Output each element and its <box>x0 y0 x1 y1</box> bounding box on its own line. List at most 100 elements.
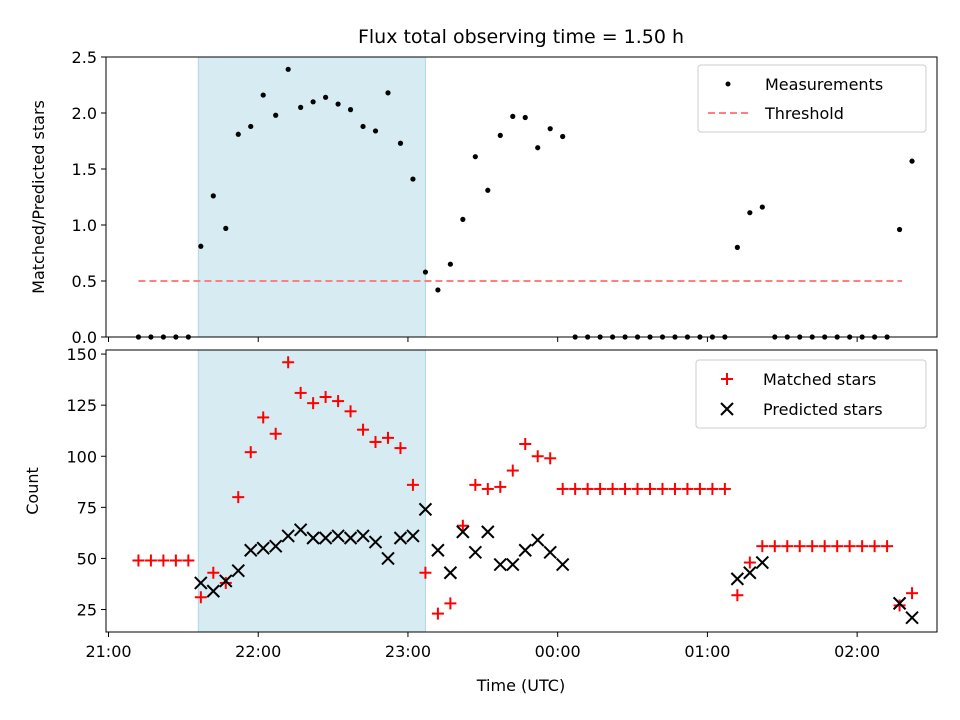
measurement-point <box>472 154 478 160</box>
x-tick-label: 01:00 <box>684 642 730 661</box>
predicted-star-point <box>755 555 770 570</box>
measurement-point <box>435 287 441 293</box>
predicted-star-point <box>481 525 495 539</box>
matched-star-point <box>668 482 681 495</box>
matched-star-point <box>444 597 457 610</box>
matched-star-point <box>619 482 632 495</box>
measurement-point <box>909 158 915 164</box>
predicted-star-point <box>443 566 458 580</box>
predicted-star-point <box>381 551 395 566</box>
matched-star-point <box>581 482 594 495</box>
matched-star-point <box>806 540 819 553</box>
bottom-plot-frame <box>105 349 938 633</box>
top-plot: 0.0 0.5 1.0 1.5 2.0 2.5 Matched/Predicted sta… <box>29 48 938 347</box>
matched-star-point <box>631 482 644 495</box>
matched-star-point <box>768 540 781 553</box>
matched-star-point <box>406 478 419 491</box>
predicted-star-point <box>356 529 370 543</box>
predicted-star-point <box>219 574 233 588</box>
bottom-y-axis-label: Count <box>23 467 42 515</box>
matched-star-point <box>556 482 569 495</box>
matched-star-point <box>756 540 769 553</box>
matched-star-point <box>893 599 906 612</box>
matched-star-point <box>706 482 719 495</box>
x-tick-label: 22:00 <box>235 642 281 661</box>
matched-star-point <box>182 554 195 567</box>
top-y-tick-label: 2.0 <box>72 104 97 123</box>
matched-star-point <box>157 554 170 567</box>
matched-star-point <box>469 478 482 491</box>
predicted-star-point <box>331 529 345 543</box>
matched-star-point <box>506 464 519 477</box>
predicted-star-point <box>293 523 308 537</box>
matched-star-point <box>606 482 619 495</box>
matched-star-point <box>818 540 831 553</box>
matched-star-point <box>843 540 856 553</box>
measurement-point <box>497 132 503 138</box>
measurement-point <box>560 133 566 140</box>
matched-star-point <box>344 405 357 418</box>
matched-star-point <box>357 423 370 436</box>
legend-label-matched: Matched stars <box>763 370 876 389</box>
measurement-point <box>347 107 354 113</box>
predicted-star-point <box>231 563 245 578</box>
measurement-point <box>510 113 516 119</box>
matched-star-point <box>743 556 756 569</box>
measurement-point <box>248 123 254 130</box>
measurement-point <box>310 99 316 105</box>
matched-star-point <box>881 540 894 553</box>
top-plot-frame <box>105 56 938 338</box>
measurement-point <box>485 187 491 193</box>
measurement-point <box>285 66 291 72</box>
measurement-point <box>298 104 304 110</box>
x-axis-label: Time (UTC) <box>476 676 565 695</box>
matched-star-point <box>419 566 432 579</box>
matched-star-point <box>569 482 582 495</box>
measurement-point <box>522 114 528 121</box>
bottom-y-tick-label: 50 <box>77 549 97 568</box>
bottom-legend: Matched stars Predicted stars <box>695 359 927 429</box>
matched-star-point <box>494 480 507 493</box>
predicted-star-point <box>468 545 483 560</box>
matched-star-point <box>731 589 744 602</box>
predicted-star-point <box>456 525 470 539</box>
matched-star-point <box>294 386 307 399</box>
top-y-tick-label: 1.0 <box>72 216 97 235</box>
matched-star-point <box>257 411 270 424</box>
predicted-star-point <box>368 535 383 549</box>
measurement-point <box>385 90 391 96</box>
predicted-star-point <box>431 543 445 557</box>
matched-star-point <box>531 450 544 463</box>
x-tick-label: 23:00 <box>385 642 431 661</box>
predicted-star-point <box>268 539 283 553</box>
top-y-tick-label: 2.5 <box>72 48 97 67</box>
predicted-star-point <box>281 529 295 543</box>
predicted-star-point <box>730 572 745 586</box>
matched-star-point <box>282 356 295 369</box>
matched-star-point <box>307 397 320 410</box>
measurement-point <box>747 210 753 216</box>
predicted-star-point <box>543 545 557 560</box>
matched-star-point <box>594 482 607 495</box>
measurement-point <box>422 269 429 275</box>
matched-star-point <box>793 540 806 553</box>
predicted-star-point <box>892 596 907 611</box>
matched-star-point <box>656 482 669 495</box>
bottom-y-tick-label: 150 <box>66 345 97 364</box>
x-tick-label: 00:00 <box>535 642 581 661</box>
top-legend: Measurements Threshold <box>697 64 927 133</box>
measurement-point <box>198 243 204 249</box>
top-y-tick-label: 0.5 <box>72 272 97 291</box>
measurement-point <box>759 204 765 210</box>
matched-star-point <box>781 540 794 553</box>
matched-star-point <box>831 540 844 553</box>
predicted-star-point <box>418 502 433 517</box>
x-tick-label: 21:00 <box>85 642 131 661</box>
matched-star-point <box>207 566 220 579</box>
chart-title: Flux total observing time = 1.50 h <box>358 26 684 48</box>
measurement-point <box>547 126 553 132</box>
observing-window-shade <box>197 56 426 338</box>
predicted-star-point <box>743 566 757 580</box>
matched-star-point <box>718 482 731 495</box>
matched-star-point <box>132 554 145 567</box>
